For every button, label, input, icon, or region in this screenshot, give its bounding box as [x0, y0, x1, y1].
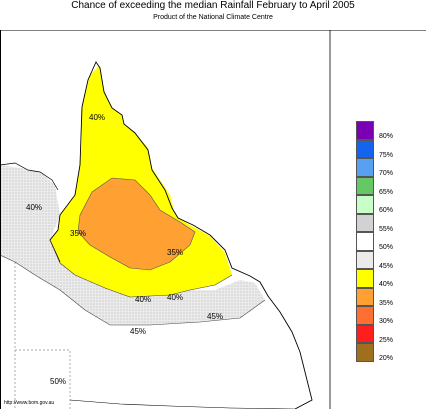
map-title: Chance of exceeding the median Rainfall …	[71, 0, 355, 11]
legend-swatch	[356, 139, 374, 158]
legend-item: 55%	[356, 213, 426, 233]
legend-label: 35%	[379, 299, 394, 307]
legend-label: 20%	[379, 355, 394, 362]
contour-label-45-south: 45%	[130, 327, 147, 336]
legend-swatch	[356, 121, 374, 140]
contour-label-40-west: 40%	[26, 203, 43, 212]
queensland-map	[0, 30, 426, 409]
legend-item: 20%	[356, 343, 426, 362]
contour-label-45-east: 45%	[207, 312, 224, 321]
contour-label-40-south-a: 40%	[135, 295, 152, 304]
legend-swatch	[356, 287, 374, 306]
legend-label: 40%	[379, 281, 394, 288]
map-area: 40% 40% 35% 35% 40% 40% 45% 45% 50%	[0, 30, 426, 409]
contour-label-50-sw: 50%	[50, 377, 67, 386]
legend-item: 60%	[356, 195, 426, 214]
legend-label: 60%	[379, 207, 394, 214]
legend-label: 80%	[379, 133, 394, 140]
legend-item: 50%	[356, 232, 426, 251]
contour-45	[0, 254, 266, 326]
legend-swatch	[356, 269, 374, 288]
gulf-coast	[0, 162, 59, 191]
legend-label: 65%	[379, 188, 394, 196]
contour-label-40-north: 40%	[89, 113, 106, 122]
contour-label-35-west: 35%	[70, 229, 87, 238]
legend-label: 25%	[379, 336, 394, 344]
credit-url: http://www.bom.gov.au	[4, 400, 55, 406]
legend-item: 70%	[356, 158, 426, 177]
nsw-qld-border	[69, 399, 296, 409]
legend-swatch	[356, 158, 374, 177]
legend-item: 45%	[356, 250, 426, 270]
legend-swatch	[356, 232, 374, 251]
legend-label: 70%	[379, 170, 394, 177]
legend-item: 75%	[356, 139, 426, 159]
legend-swatch	[356, 176, 374, 195]
legend-label: 30%	[379, 318, 394, 325]
legend-item: 40%	[356, 269, 426, 288]
zone-45-western	[0, 165, 265, 325]
legend-swatch	[356, 213, 374, 232]
contour-40	[49, 239, 233, 298]
legend-label: 75%	[379, 151, 394, 159]
legend-swatch	[356, 324, 374, 343]
legend-item: 35%	[356, 287, 426, 307]
legend-item: 65%	[356, 176, 426, 196]
legend-item: 25%	[356, 324, 426, 344]
legend-swatch	[356, 343, 374, 362]
legend-label: 55%	[379, 225, 394, 233]
contour-label-35-east: 35%	[167, 248, 184, 257]
legend-swatch	[356, 195, 374, 214]
legend: 80% 75% 70% 65% 60% 55% 50% 45% 40% 35% 30% 25% 20%	[356, 121, 426, 362]
zone-35	[77, 177, 196, 271]
legend-label: 50%	[379, 244, 394, 251]
legend-swatch	[356, 250, 374, 269]
map-subtitle: Product of the National Climate Centre	[153, 14, 273, 21]
legend-item: 80%	[356, 121, 426, 140]
legend-label: 45%	[379, 262, 394, 270]
contour-label-40-south-b: 40%	[167, 293, 184, 302]
legend-swatch	[356, 306, 374, 325]
legend-item: 30%	[356, 306, 426, 325]
